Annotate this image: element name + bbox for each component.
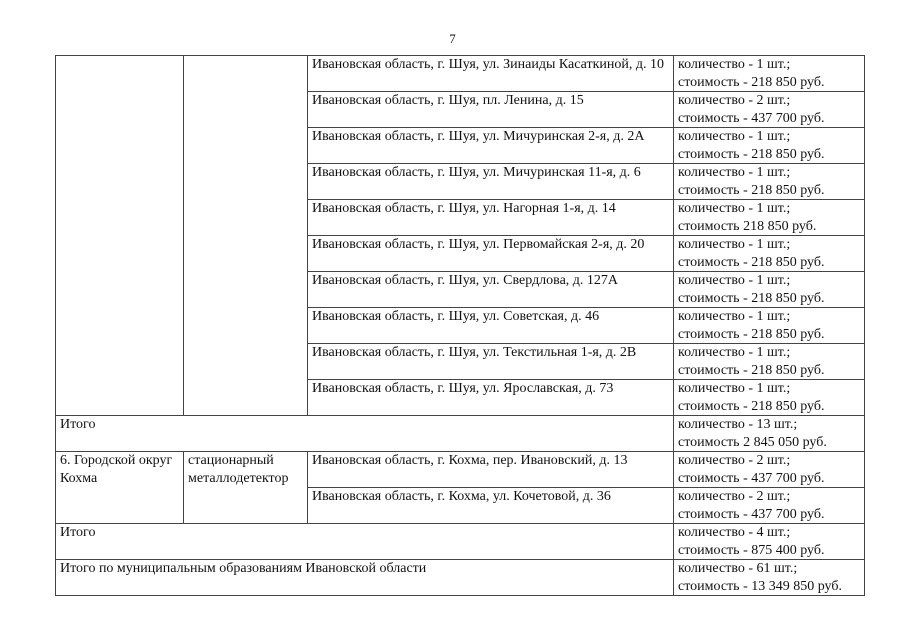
- cost-text: стоимость - 218 850 руб.: [678, 326, 825, 342]
- quantity-cost-cell: количество - 13 шт.; стоимость 2 845 050 …: [673, 415, 865, 452]
- cost-text: стоимость - 218 850 руб.: [678, 74, 825, 90]
- address-cell: Ивановская область, г. Шуя, ул. Нагорная…: [307, 199, 674, 236]
- quantity-cost-cell: количество - 1 шт.; стоимость - 218 850 р…: [673, 163, 865, 200]
- quantity-cost-cell: количество - 1 шт.; стоимость - 218 850 р…: [673, 379, 865, 416]
- address-cell: Ивановская область, г. Шуя, ул. Зинаиды …: [307, 55, 674, 92]
- table-row: Ивановская область, г. Шуя, ул. Мичуринс…: [56, 163, 865, 200]
- address-text: Ивановская область, г. Шуя, ул. Мичуринс…: [312, 165, 641, 180]
- address-text: Ивановская область, г. Шуя, пл. Ленина, …: [312, 93, 584, 108]
- table-row: Ивановская область, г. Шуя, ул. Свердлов…: [56, 271, 865, 308]
- cost-text: стоимость - 218 850 руб.: [678, 182, 825, 198]
- table-row: Ивановская область, г. Шуя, ул. Советска…: [56, 307, 865, 344]
- quantity-cost-cell: количество - 1 шт.; стоимость - 218 850 р…: [673, 271, 865, 308]
- total-label: Итого: [60, 417, 96, 432]
- cost-text: стоимость - 218 850 руб.: [678, 398, 825, 414]
- table-row: Ивановская область, г. Шуя, ул. Нагорная…: [56, 199, 865, 236]
- cost-text: стоимость 218 850 руб.: [678, 218, 817, 234]
- quantity-cost-cell: количество - 2 шт.; стоимость - 437 700 р…: [673, 487, 865, 524]
- quantity-cost-cell: количество - 1 шт.; стоимость - 218 850 р…: [673, 127, 865, 164]
- address-cell: Ивановская область, г. Шуя, ул. Мичуринс…: [307, 127, 674, 164]
- quantity-text: количество - 1 шт.;: [678, 381, 791, 396]
- quantity-text: количество - 2 шт.;: [678, 93, 791, 108]
- quantity-text: количество - 1 шт.;: [678, 57, 791, 72]
- device-text: стационарный металлодетектор: [188, 453, 289, 486]
- address-text: Ивановская область, г. Шуя, ул. Первомай…: [312, 237, 645, 252]
- address-text: Ивановская область, г. Шуя, ул. Советска…: [312, 309, 600, 324]
- table-row: Ивановская область, г. Шуя, ул. Первомай…: [56, 235, 865, 272]
- quantity-cost-cell: количество - 2 шт.; стоимость - 437 700 р…: [673, 451, 865, 488]
- address-cell: Ивановская область, г. Шуя, ул. Свердлов…: [307, 271, 674, 308]
- total-label: Итого: [60, 525, 96, 540]
- quantity-text: количество - 13 шт.;: [678, 417, 798, 432]
- quantity-text: количество - 1 шт.;: [678, 309, 791, 324]
- address-text: Ивановская область, г. Кохма, ул. Кочето…: [312, 489, 611, 504]
- cost-text: стоимость - 13 349 850 руб.: [678, 578, 842, 594]
- cost-text: стоимость - 437 700 руб.: [678, 470, 825, 486]
- quantity-cost-cell: количество - 1 шт.; стоимость 218 850 руб…: [673, 199, 865, 236]
- address-cell: Ивановская область, г. Шуя, ул. Мичуринс…: [307, 163, 674, 200]
- quantity-text: количество - 1 шт.;: [678, 273, 791, 288]
- address-cell: Ивановская область, г. Шуя, пл. Ленина, …: [307, 91, 674, 128]
- subtotal-row: Итого количество - 13 шт.; стоимость 2 845…: [55, 415, 865, 452]
- address-cell: Ивановская область, г. Шуя, ул. Первомай…: [307, 235, 674, 272]
- quantity-text: количество - 2 шт.;: [678, 453, 791, 468]
- grand-total-row: Итого по муниципальным образованиям Иван…: [55, 559, 865, 596]
- quantity-cost-cell: количество - 61 шт.; стоимость - 13 349 8…: [673, 559, 865, 596]
- address-cell: Ивановская область, г. Шуя, ул. Текстиль…: [307, 343, 674, 380]
- table-row: Ивановская область, г. Кохма, ул. Кочето…: [56, 487, 865, 524]
- address-text: Ивановская область, г. Кохма, пер. Ивано…: [312, 453, 628, 468]
- cost-text: стоимость - 218 850 руб.: [678, 254, 825, 270]
- municipality-cell: [55, 55, 184, 416]
- address-cell: Ивановская область, г. Шуя, ул. Советска…: [307, 307, 674, 344]
- quantity-text: количество - 1 шт.;: [678, 201, 791, 216]
- address-text: Ивановская область, г. Шуя, ул. Текстиль…: [312, 345, 637, 360]
- quantity-text: количество - 1 шт.;: [678, 237, 791, 252]
- total-label: Итого по муниципальным образованиям Иван…: [60, 561, 427, 576]
- quantity-cost-cell: количество - 1 шт.; стоимость - 218 850 р…: [673, 55, 865, 92]
- municipality-cell: 6. Городской округ Кохма: [55, 451, 184, 524]
- address-cell: Ивановская область, г. Шуя, ул. Ярославс…: [307, 379, 674, 416]
- page-number: 7: [449, 31, 456, 46]
- cost-text: стоимость - 218 850 руб.: [678, 146, 825, 162]
- address-text: Ивановская область, г. Шуя, ул. Ярославс…: [312, 381, 614, 396]
- table-row: Ивановская область, г. Шуя, ул. Зинаиды …: [55, 55, 865, 416]
- device-cell: стационарный металлодетектор: [183, 451, 308, 524]
- table-row: Ивановская область, г. Шуя, ул. Мичуринс…: [56, 127, 865, 164]
- cost-text: стоимость - 218 850 руб.: [678, 290, 825, 306]
- address-text: Ивановская область, г. Шуя, ул. Зинаиды …: [312, 57, 665, 72]
- address-text: Ивановская область, г. Шуя, ул. Мичуринс…: [312, 129, 645, 144]
- table-row: Ивановская область, г. Шуя, пл. Ленина, …: [56, 91, 865, 128]
- cost-text: стоимость - 218 850 руб.: [678, 362, 825, 378]
- total-label-cell: Итого: [55, 415, 674, 452]
- table-row: 6. Городской округ Кохма стационарный мет…: [55, 451, 865, 524]
- table-row: Ивановская область, г. Шуя, ул. Ярославс…: [56, 379, 865, 416]
- table-row: Ивановская область, г. Шуя, ул. Текстиль…: [56, 343, 865, 380]
- cost-text: стоимость - 437 700 руб.: [678, 506, 825, 522]
- total-label-cell: Итого по муниципальным образованиям Иван…: [55, 559, 674, 596]
- cost-text: стоимость 2 845 050 руб.: [678, 434, 827, 450]
- cost-text: стоимость - 875 400 руб.: [678, 542, 825, 558]
- address-cell: Ивановская область, г. Кохма, ул. Кочето…: [307, 487, 674, 524]
- quantity-text: количество - 1 шт.;: [678, 129, 791, 144]
- quantity-text: количество - 1 шт.;: [678, 345, 791, 360]
- quantity-text: количество - 4 шт.;: [678, 525, 791, 540]
- quantity-text: количество - 2 шт.;: [678, 489, 791, 504]
- address-cell: Ивановская область, г. Кохма, пер. Ивано…: [307, 451, 674, 488]
- address-text: Ивановская область, г. Шуя, ул. Свердлов…: [312, 273, 619, 288]
- quantity-text: количество - 1 шт.;: [678, 165, 791, 180]
- municipality-text: 6. Городской округ Кохма: [60, 453, 173, 486]
- device-cell: [183, 55, 308, 416]
- quantity-cost-cell: количество - 2 шт.; стоимость - 437 700 р…: [673, 91, 865, 128]
- quantity-cost-cell: количество - 4 шт.; стоимость - 875 400 р…: [673, 523, 865, 560]
- quantity-text: количество - 61 шт.;: [678, 561, 798, 576]
- total-label-cell: Итого: [55, 523, 674, 560]
- subtotal-row: Итого количество - 4 шт.; стоимость - 875 …: [55, 523, 865, 560]
- cost-text: стоимость - 437 700 руб.: [678, 110, 825, 126]
- quantity-cost-cell: количество - 1 шт.; стоимость - 218 850 р…: [673, 235, 865, 272]
- quantity-cost-cell: количество - 1 шт.; стоимость - 218 850 р…: [673, 307, 865, 344]
- address-text: Ивановская область, г. Шуя, ул. Нагорная…: [312, 201, 616, 216]
- equipment-table: Ивановская область, г. Шуя, ул. Зинаиды …: [55, 55, 865, 596]
- quantity-cost-cell: количество - 1 шт.; стоимость - 218 850 р…: [673, 343, 865, 380]
